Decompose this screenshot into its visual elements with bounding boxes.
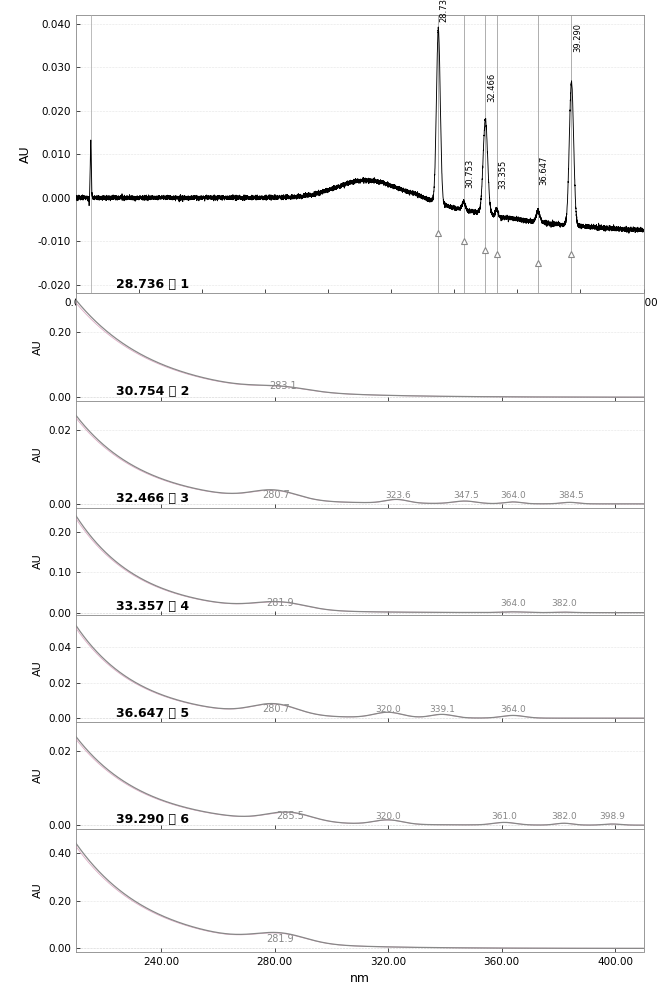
- Text: 382.0: 382.0: [551, 812, 577, 821]
- Text: 36.647: 36.647: [540, 155, 548, 185]
- Text: 347.5: 347.5: [453, 491, 479, 500]
- Text: 320.0: 320.0: [375, 705, 401, 714]
- Text: 28.735: 28.735: [440, 0, 449, 22]
- Text: 39.290: 39.290: [573, 23, 582, 52]
- Text: 28.736 峰 1: 28.736 峰 1: [115, 278, 189, 291]
- Text: 364.0: 364.0: [500, 705, 526, 714]
- X-axis label: nm: nm: [350, 972, 370, 985]
- Text: 30.754 峰 2: 30.754 峰 2: [115, 385, 189, 398]
- Text: 382.0: 382.0: [551, 599, 577, 608]
- Text: 320.0: 320.0: [375, 812, 401, 821]
- Text: 39.290 峰 6: 39.290 峰 6: [115, 813, 189, 826]
- Text: 280.7: 280.7: [263, 490, 290, 500]
- Text: 36.647 峰 5: 36.647 峰 5: [115, 707, 189, 720]
- Text: 364.0: 364.0: [500, 599, 526, 608]
- Y-axis label: AU: AU: [32, 339, 42, 355]
- Text: 361.0: 361.0: [492, 812, 517, 821]
- Y-axis label: AU: AU: [19, 145, 32, 163]
- Text: 281.9: 281.9: [266, 934, 294, 944]
- Y-axis label: AU: AU: [32, 660, 42, 676]
- Y-axis label: AU: AU: [32, 767, 42, 783]
- Text: 33.357 峰 4: 33.357 峰 4: [115, 600, 189, 613]
- Y-axis label: AU: AU: [32, 446, 42, 462]
- Text: 364.0: 364.0: [500, 491, 526, 500]
- Text: 398.9: 398.9: [599, 812, 625, 821]
- Text: 32.466 峰 3: 32.466 峰 3: [115, 492, 189, 505]
- Text: 285.5: 285.5: [277, 811, 304, 821]
- Text: 283.1: 283.1: [269, 381, 297, 391]
- X-axis label: min: min: [348, 314, 372, 327]
- Text: 323.6: 323.6: [385, 491, 411, 500]
- Text: 30.753: 30.753: [465, 158, 475, 188]
- Text: 384.5: 384.5: [558, 491, 584, 500]
- Y-axis label: AU: AU: [32, 553, 42, 569]
- Text: 33.355: 33.355: [498, 160, 507, 189]
- Text: 339.1: 339.1: [430, 705, 455, 714]
- Y-axis label: AU: AU: [32, 883, 42, 898]
- Text: 32.466: 32.466: [487, 73, 496, 102]
- Text: 280.7: 280.7: [263, 704, 290, 714]
- Text: 281.9: 281.9: [266, 598, 294, 608]
